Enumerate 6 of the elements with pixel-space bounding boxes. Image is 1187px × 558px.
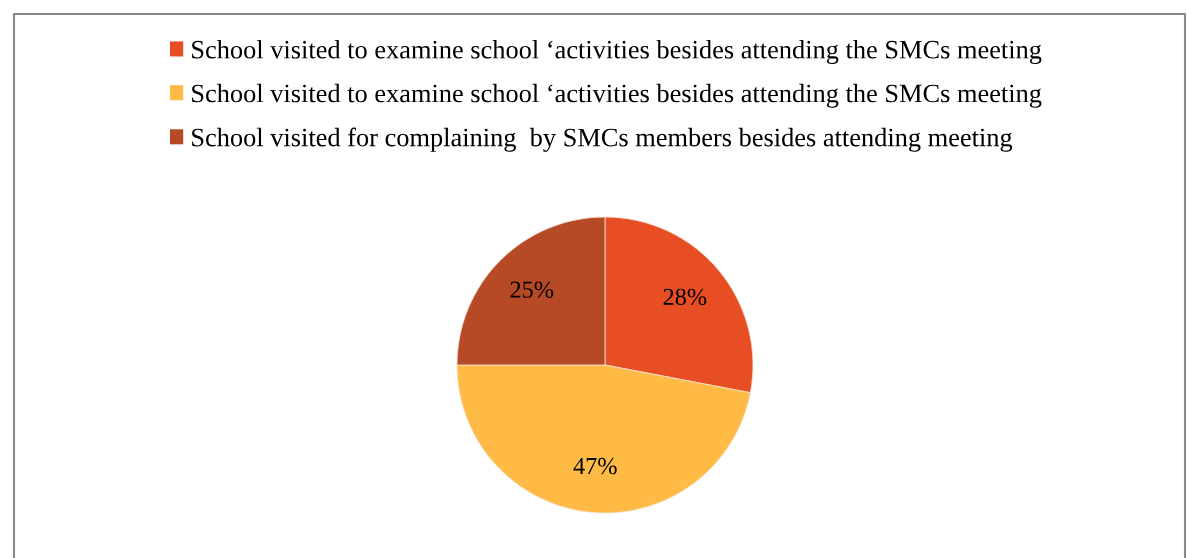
legend-label: School visited to examine school ‘activities besides attending the SMCs meeting xyxy=(192,83,1042,108)
legend-label: School visited for complaining by SMCs members besides attending meeting xyxy=(192,127,1013,152)
data-label: 25% xyxy=(510,281,554,298)
data-label: 28% xyxy=(663,288,707,306)
data-label: 47% xyxy=(573,457,617,475)
legend-label: School visited to examine school ‘activities besides attending the SMCs meeting xyxy=(192,40,1042,65)
